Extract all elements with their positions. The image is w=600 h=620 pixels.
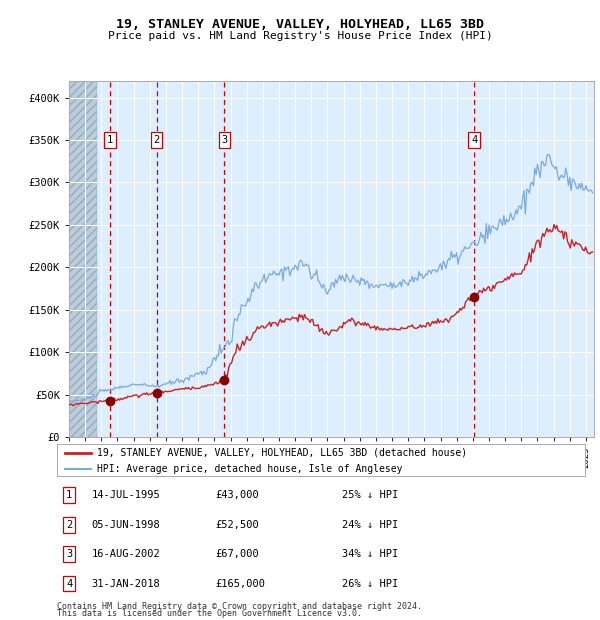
Text: This data is licensed under the Open Government Licence v3.0.: This data is licensed under the Open Gov… bbox=[57, 609, 362, 618]
Text: 3: 3 bbox=[221, 135, 227, 145]
Text: HPI: Average price, detached house, Isle of Anglesey: HPI: Average price, detached house, Isle… bbox=[97, 464, 402, 474]
Text: 24% ↓ HPI: 24% ↓ HPI bbox=[342, 520, 398, 529]
Text: 1: 1 bbox=[107, 135, 113, 145]
Text: 2: 2 bbox=[154, 135, 160, 145]
Text: 34% ↓ HPI: 34% ↓ HPI bbox=[342, 549, 398, 559]
Text: 14-JUL-1995: 14-JUL-1995 bbox=[91, 490, 160, 500]
Text: 05-JUN-1998: 05-JUN-1998 bbox=[91, 520, 160, 529]
Text: 16-AUG-2002: 16-AUG-2002 bbox=[91, 549, 160, 559]
Text: 1: 1 bbox=[66, 490, 72, 500]
Text: Contains HM Land Registry data © Crown copyright and database right 2024.: Contains HM Land Registry data © Crown c… bbox=[57, 602, 422, 611]
Text: 4: 4 bbox=[471, 135, 477, 145]
Text: 25% ↓ HPI: 25% ↓ HPI bbox=[342, 490, 398, 500]
Text: £52,500: £52,500 bbox=[215, 520, 259, 529]
Text: 2: 2 bbox=[66, 520, 72, 529]
Text: £67,000: £67,000 bbox=[215, 549, 259, 559]
Text: 3: 3 bbox=[66, 549, 72, 559]
Text: £43,000: £43,000 bbox=[215, 490, 259, 500]
Text: 19, STANLEY AVENUE, VALLEY, HOLYHEAD, LL65 3BD (detached house): 19, STANLEY AVENUE, VALLEY, HOLYHEAD, LL… bbox=[97, 448, 467, 458]
Text: 31-JAN-2018: 31-JAN-2018 bbox=[91, 578, 160, 588]
Text: £165,000: £165,000 bbox=[215, 578, 265, 588]
Text: 19, STANLEY AVENUE, VALLEY, HOLYHEAD, LL65 3BD: 19, STANLEY AVENUE, VALLEY, HOLYHEAD, LL… bbox=[116, 19, 484, 31]
Text: 26% ↓ HPI: 26% ↓ HPI bbox=[342, 578, 398, 588]
Bar bbox=[69, 81, 97, 437]
Text: 4: 4 bbox=[66, 578, 72, 588]
Text: Price paid vs. HM Land Registry's House Price Index (HPI): Price paid vs. HM Land Registry's House … bbox=[107, 31, 493, 41]
